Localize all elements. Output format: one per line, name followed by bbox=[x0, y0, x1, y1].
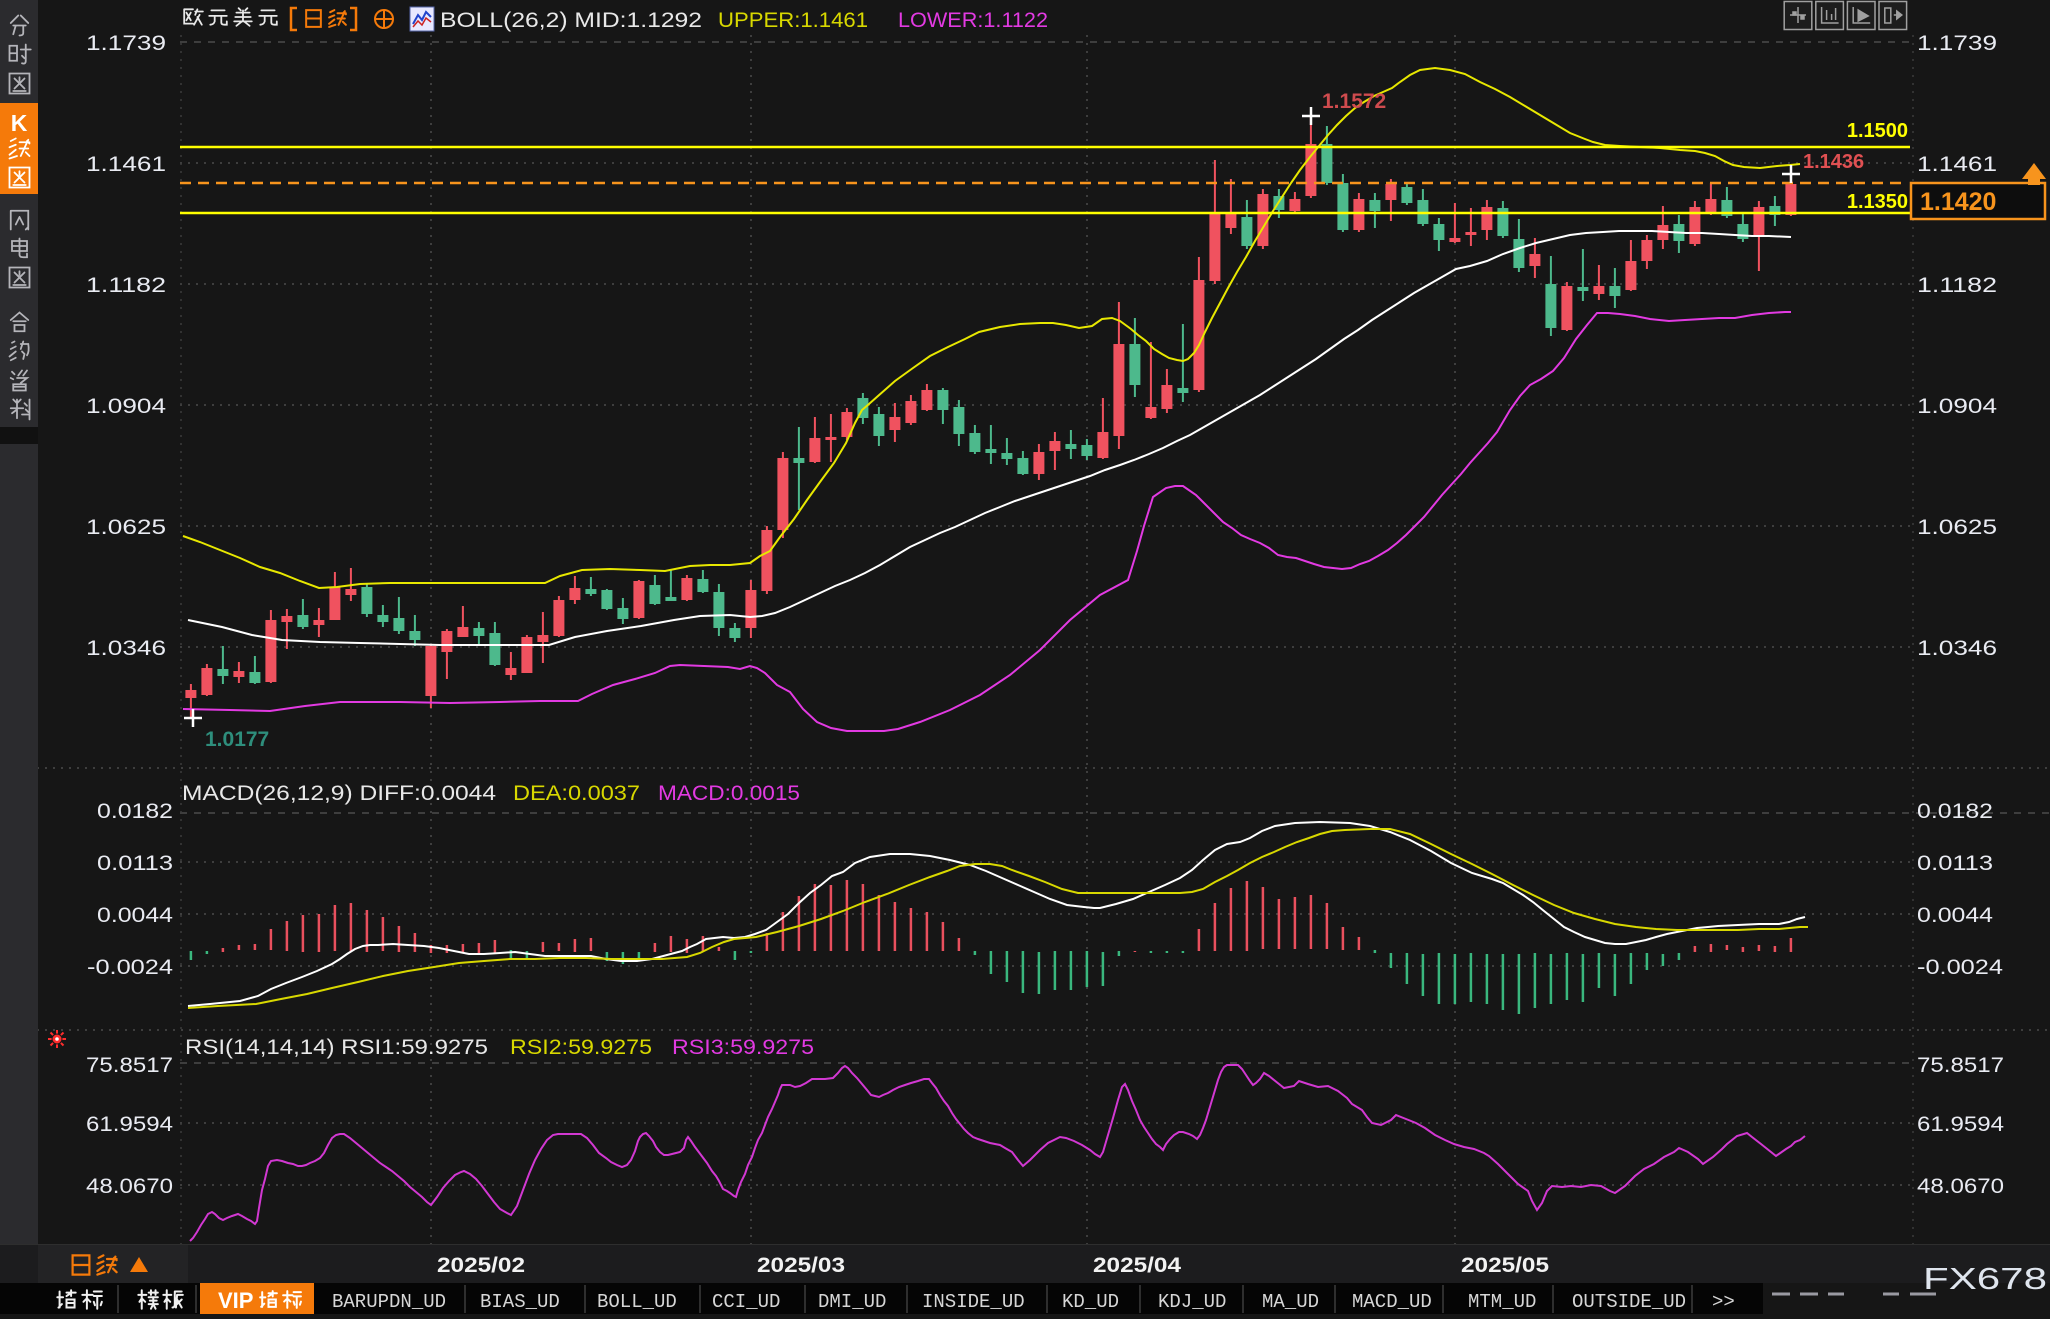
svg-text:VIP: VIP bbox=[218, 1288, 253, 1313]
svg-text:1.1436: 1.1436 bbox=[1803, 151, 1864, 173]
svg-text:1.1350: 1.1350 bbox=[1847, 191, 1908, 213]
svg-text:K: K bbox=[11, 110, 28, 136]
svg-text:CCI_UD: CCI_UD bbox=[712, 1291, 780, 1313]
svg-text:1.1739: 1.1739 bbox=[1917, 32, 1997, 55]
svg-text:2025/03: 2025/03 bbox=[757, 1254, 845, 1277]
svg-text:1.1739: 1.1739 bbox=[86, 32, 166, 55]
svg-text:1.0904: 1.0904 bbox=[86, 395, 166, 418]
svg-text:MACD(26,12,9) DIFF:0.0044: MACD(26,12,9) DIFF:0.0044 bbox=[182, 782, 496, 805]
svg-text:UPPER:1.1461: UPPER:1.1461 bbox=[718, 9, 868, 32]
svg-text:2025/04: 2025/04 bbox=[1093, 1254, 1181, 1277]
svg-text:1.0625: 1.0625 bbox=[1917, 516, 1997, 539]
svg-text:0.0182: 0.0182 bbox=[97, 800, 173, 823]
svg-text:FX678: FX678 bbox=[1923, 1261, 2047, 1296]
svg-text:MACD:0.0015: MACD:0.0015 bbox=[658, 782, 800, 805]
svg-text:MA_UD: MA_UD bbox=[1262, 1291, 1319, 1313]
svg-text:48.0670: 48.0670 bbox=[86, 1175, 173, 1198]
svg-text:1.1572: 1.1572 bbox=[1322, 90, 1386, 113]
svg-text:61.9594: 61.9594 bbox=[86, 1113, 173, 1136]
svg-text:-0.0024: -0.0024 bbox=[87, 956, 173, 979]
svg-text:RSI3:59.9275: RSI3:59.9275 bbox=[672, 1036, 814, 1059]
svg-text:1.1182: 1.1182 bbox=[1917, 274, 1997, 297]
svg-text:1.1500: 1.1500 bbox=[1847, 120, 1908, 142]
svg-text:2025/05: 2025/05 bbox=[1461, 1254, 1549, 1277]
svg-text:0.0113: 0.0113 bbox=[97, 852, 173, 875]
svg-text:48.0670: 48.0670 bbox=[1917, 1175, 2004, 1198]
svg-text:1.0904: 1.0904 bbox=[1917, 395, 1997, 418]
svg-text:DEA:0.0037: DEA:0.0037 bbox=[513, 782, 640, 805]
svg-text:RSI(14,14,14) RSI1:59.9275: RSI(14,14,14) RSI1:59.9275 bbox=[185, 1036, 488, 1059]
svg-text:1.0346: 1.0346 bbox=[1917, 637, 1997, 660]
svg-text:1.1461: 1.1461 bbox=[86, 153, 166, 176]
svg-text:DMI_UD: DMI_UD bbox=[818, 1291, 886, 1313]
svg-text:BOLL_UD: BOLL_UD bbox=[597, 1291, 677, 1313]
svg-text:KD_UD: KD_UD bbox=[1062, 1291, 1119, 1313]
svg-text:MTM_UD: MTM_UD bbox=[1468, 1291, 1536, 1313]
svg-text:75.8517: 75.8517 bbox=[1917, 1054, 2004, 1077]
svg-text:OUTSIDE_UD: OUTSIDE_UD bbox=[1572, 1291, 1686, 1313]
svg-text:0.0044: 0.0044 bbox=[1917, 904, 1993, 927]
svg-text:RSI2:59.9275: RSI2:59.9275 bbox=[510, 1036, 652, 1059]
svg-text:1.1461: 1.1461 bbox=[1917, 153, 1997, 176]
svg-text:1.1420: 1.1420 bbox=[1920, 188, 1996, 216]
svg-text:0.0113: 0.0113 bbox=[1917, 852, 1993, 875]
svg-text:>>: >> bbox=[1712, 1291, 1735, 1313]
svg-text:BARUPDN_UD: BARUPDN_UD bbox=[332, 1291, 446, 1313]
svg-text:KDJ_UD: KDJ_UD bbox=[1158, 1291, 1226, 1313]
svg-text:INSIDE_UD: INSIDE_UD bbox=[922, 1291, 1025, 1313]
svg-text:0.0044: 0.0044 bbox=[97, 904, 173, 927]
svg-text:LOWER:1.1122: LOWER:1.1122 bbox=[898, 9, 1048, 32]
svg-text:75.8517: 75.8517 bbox=[86, 1054, 173, 1077]
svg-text:1.0177: 1.0177 bbox=[205, 728, 269, 751]
svg-text:1.1182: 1.1182 bbox=[86, 274, 166, 297]
svg-text:1.0625: 1.0625 bbox=[86, 516, 166, 539]
svg-text:-0.0024: -0.0024 bbox=[1917, 956, 2003, 979]
svg-text:MACD_UD: MACD_UD bbox=[1352, 1291, 1432, 1313]
svg-text:61.9594: 61.9594 bbox=[1917, 1113, 2004, 1136]
svg-text:BOLL(26,2) MID:1.1292: BOLL(26,2) MID:1.1292 bbox=[440, 9, 702, 32]
svg-text:2025/02: 2025/02 bbox=[437, 1254, 525, 1277]
svg-text:1.0346: 1.0346 bbox=[86, 637, 166, 660]
svg-text:BIAS_UD: BIAS_UD bbox=[480, 1291, 560, 1313]
svg-text:0.0182: 0.0182 bbox=[1917, 800, 1993, 823]
